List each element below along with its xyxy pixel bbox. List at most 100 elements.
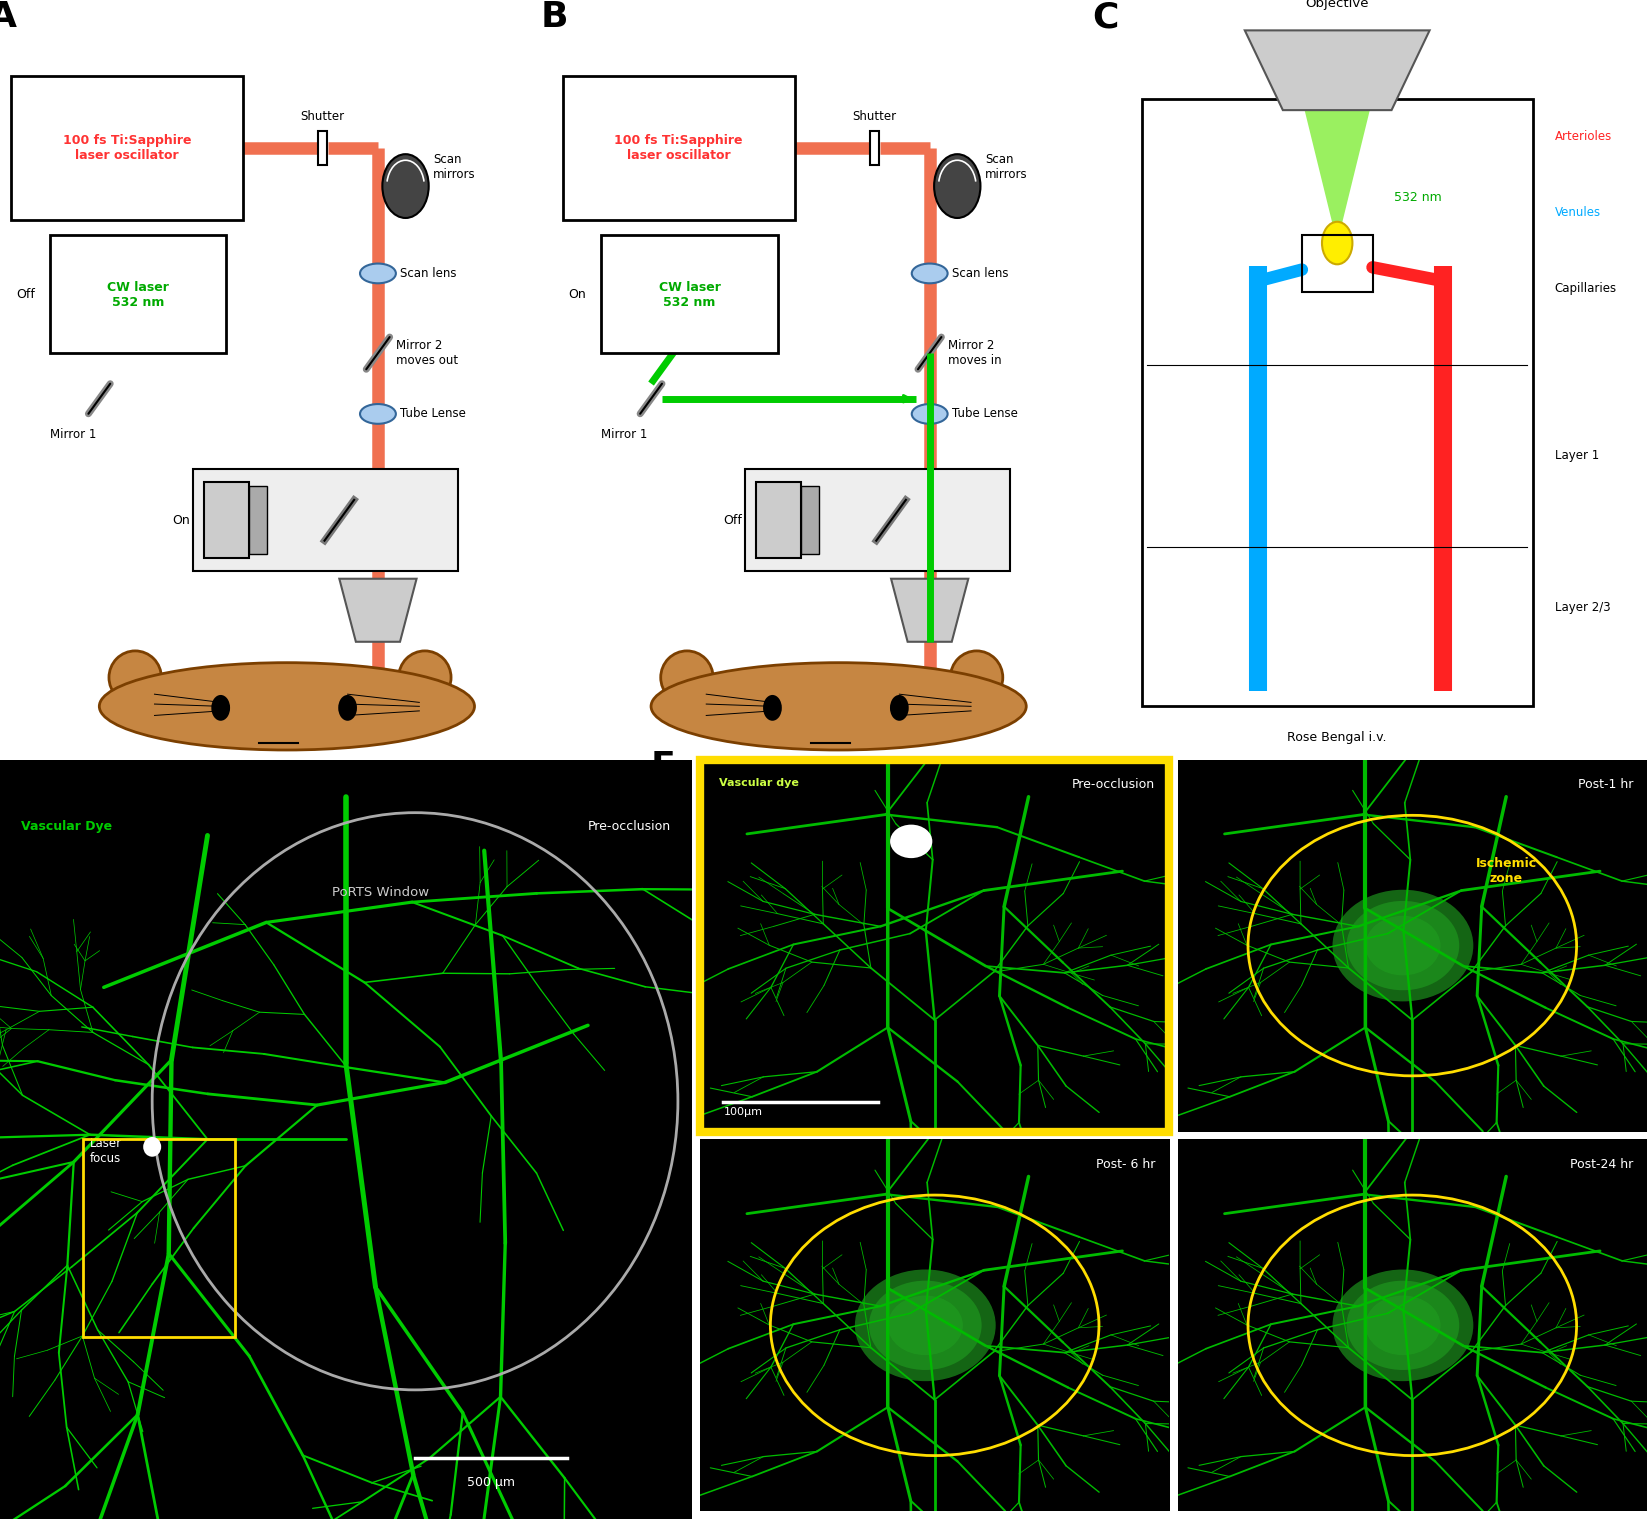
Text: Vascular dye: Vascular dye — [718, 778, 799, 788]
Text: Pre-occlusion: Pre-occlusion — [588, 820, 670, 834]
FancyBboxPatch shape — [204, 483, 249, 559]
Text: Shutter: Shutter — [300, 109, 344, 123]
Circle shape — [143, 1136, 161, 1157]
Text: PoRTS Window: PoRTS Window — [333, 886, 428, 899]
Circle shape — [888, 1296, 963, 1355]
Circle shape — [889, 696, 909, 722]
Circle shape — [1365, 1296, 1441, 1355]
Circle shape — [1323, 222, 1352, 264]
Text: 100 fs Ti:Sapphire
laser oscillator: 100 fs Ti:Sapphire laser oscillator — [614, 134, 743, 163]
Text: On: On — [568, 289, 586, 301]
Ellipse shape — [651, 662, 1026, 750]
Text: Arterioles: Arterioles — [1555, 131, 1612, 143]
Ellipse shape — [99, 662, 474, 750]
Polygon shape — [1245, 30, 1430, 111]
Circle shape — [1332, 1270, 1474, 1381]
Circle shape — [889, 825, 932, 858]
Text: Dichroic
mirror: Dichroic mirror — [385, 506, 435, 535]
Ellipse shape — [399, 652, 451, 705]
Polygon shape — [891, 579, 968, 643]
Text: Mirror 1: Mirror 1 — [601, 428, 647, 441]
FancyBboxPatch shape — [1141, 99, 1533, 706]
Text: Post- 6 hr: Post- 6 hr — [1095, 1157, 1155, 1171]
Text: A: A — [0, 0, 16, 33]
Text: Dichroic
mirror
moves out: Dichroic mirror moves out — [939, 498, 1000, 542]
Text: 100 fs Ti:Sapphire
laser oscillator: 100 fs Ti:Sapphire laser oscillator — [63, 134, 191, 163]
Text: Filters: Filters — [254, 509, 264, 532]
Text: On: On — [173, 513, 191, 527]
Circle shape — [382, 155, 428, 217]
FancyBboxPatch shape — [12, 76, 242, 220]
Text: Scan
mirrors: Scan mirrors — [985, 153, 1028, 181]
Text: Objective: Objective — [901, 603, 959, 617]
Ellipse shape — [950, 652, 1003, 705]
Text: Off: Off — [16, 289, 36, 301]
Bar — [249, 486, 267, 554]
FancyBboxPatch shape — [601, 235, 777, 354]
Text: Capillaries: Capillaries — [1555, 283, 1617, 295]
Text: B: B — [540, 0, 568, 33]
Text: Mirror 2
moves in: Mirror 2 moves in — [949, 339, 1001, 368]
Bar — [318, 132, 328, 166]
FancyBboxPatch shape — [756, 483, 800, 559]
Circle shape — [338, 696, 357, 722]
Ellipse shape — [912, 404, 947, 424]
Text: Shutter: Shutter — [851, 109, 896, 123]
Text: Tube Lense: Tube Lense — [400, 407, 466, 421]
Text: Layer 2/3: Layer 2/3 — [1555, 602, 1611, 614]
Text: D: D — [7, 782, 36, 816]
Text: Objective: Objective — [349, 603, 407, 617]
FancyBboxPatch shape — [49, 235, 226, 354]
Text: PMT: PMT — [766, 515, 791, 526]
Ellipse shape — [660, 652, 713, 705]
Bar — [800, 486, 819, 554]
Bar — [1301, 235, 1372, 292]
FancyBboxPatch shape — [193, 468, 458, 571]
Text: Objective: Objective — [1306, 0, 1369, 11]
Ellipse shape — [361, 404, 395, 424]
Text: Ischemic
zone: Ischemic zone — [1476, 857, 1537, 886]
Ellipse shape — [361, 264, 395, 283]
Text: CW laser
532 nm: CW laser 532 nm — [659, 281, 721, 308]
Text: C: C — [1092, 0, 1118, 33]
Text: Layer 1: Layer 1 — [1555, 450, 1599, 462]
Text: Scan lens: Scan lens — [400, 267, 456, 279]
Text: Filters: Filters — [805, 509, 815, 532]
Circle shape — [1332, 890, 1474, 1001]
Circle shape — [763, 696, 782, 722]
Ellipse shape — [109, 652, 161, 705]
Circle shape — [1347, 1281, 1459, 1370]
Text: Mirror 2
moves out: Mirror 2 moves out — [397, 339, 458, 368]
Text: 100μm: 100μm — [723, 1107, 763, 1116]
Text: Vascular Dye: Vascular Dye — [21, 820, 112, 834]
Polygon shape — [339, 579, 417, 643]
Text: Tube Lense: Tube Lense — [952, 407, 1018, 421]
Ellipse shape — [912, 264, 947, 283]
Text: Off: Off — [723, 513, 743, 527]
Bar — [82, 1139, 236, 1337]
Text: Laser
focus: Laser focus — [91, 1136, 122, 1165]
Polygon shape — [1304, 111, 1370, 243]
Text: Post-24 hr: Post-24 hr — [1570, 1157, 1632, 1171]
Circle shape — [211, 696, 231, 722]
FancyBboxPatch shape — [563, 76, 794, 220]
Circle shape — [855, 1270, 996, 1381]
FancyBboxPatch shape — [744, 468, 1010, 571]
Text: Mirror 1: Mirror 1 — [49, 428, 96, 441]
Text: 500 μm: 500 μm — [468, 1475, 516, 1489]
Circle shape — [934, 155, 980, 217]
Circle shape — [1347, 901, 1459, 990]
Bar — [870, 132, 879, 166]
Text: Venules: Venules — [1555, 207, 1601, 219]
Text: Rose Bengal i.v.: Rose Bengal i.v. — [1288, 731, 1387, 744]
Text: Post-1 hr: Post-1 hr — [1578, 778, 1632, 791]
Circle shape — [870, 1281, 982, 1370]
Text: Pre-occlusion: Pre-occlusion — [1072, 778, 1155, 791]
Text: Scan lens: Scan lens — [952, 267, 1008, 279]
Text: PMT: PMT — [214, 515, 239, 526]
Text: CW laser
532 nm: CW laser 532 nm — [107, 281, 170, 308]
Circle shape — [1365, 916, 1441, 975]
Text: E: E — [651, 750, 675, 784]
Text: Scan
mirrors: Scan mirrors — [433, 153, 476, 181]
Text: 532 nm: 532 nm — [1395, 191, 1443, 204]
